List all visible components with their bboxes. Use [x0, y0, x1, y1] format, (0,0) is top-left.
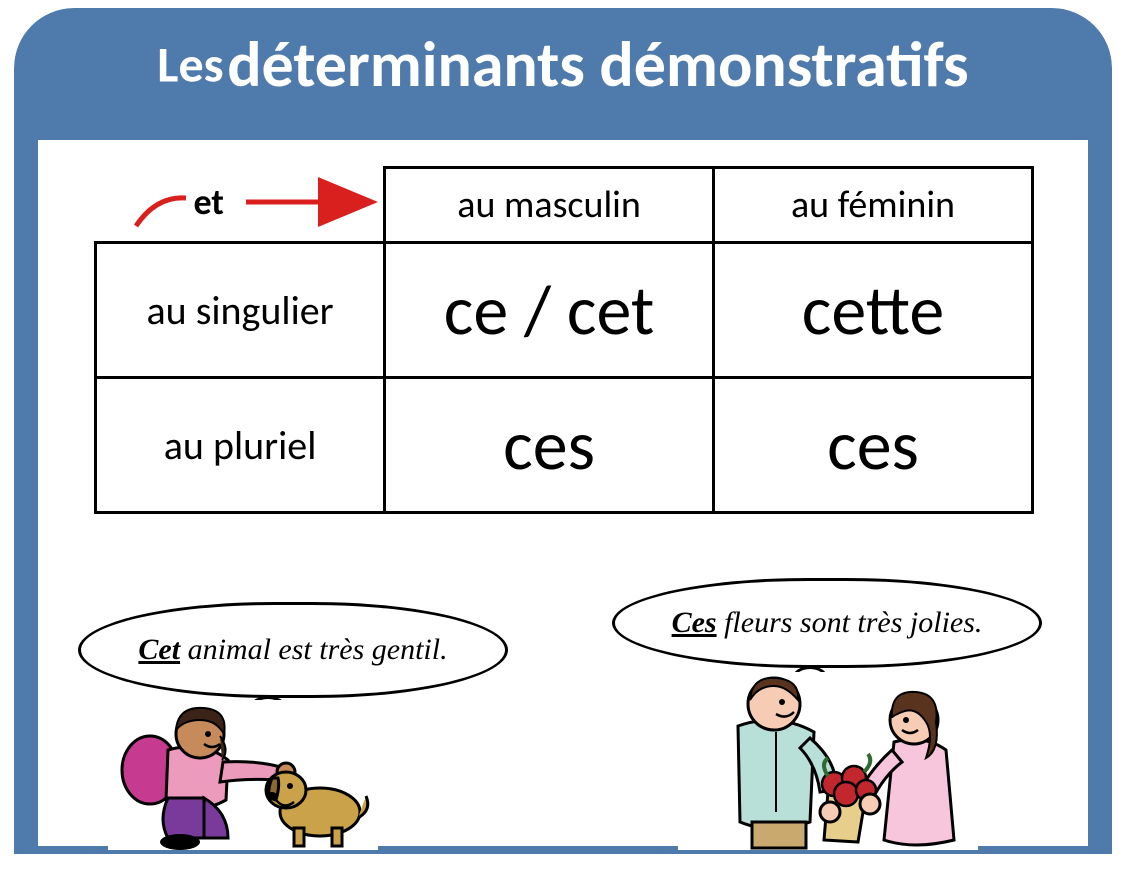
- bubble-right-underlined: Ces: [672, 606, 717, 639]
- row-header-singulier: au singulier: [96, 243, 385, 378]
- couple-flowers-icon: [678, 672, 978, 850]
- girl-dog-icon: [108, 700, 378, 850]
- card-title: Les déterminants démonstratifs: [14, 26, 1112, 104]
- bubble-left-rest: animal est très gentil.: [180, 633, 447, 666]
- cell-sing-fem: cette: [714, 243, 1033, 378]
- bubble-right-rest: fleurs sont très jolies.: [717, 606, 983, 639]
- card-body: et au masculin au féminin au sin: [36, 138, 1090, 848]
- clipart-girl-dog: [108, 700, 378, 850]
- table-corner-cell: et: [96, 168, 385, 243]
- col-header-masculin: au masculin: [385, 168, 714, 243]
- bubble-left-underlined: Cet: [138, 633, 180, 666]
- cell-sing-masc: ce / cet: [385, 243, 714, 378]
- title-main: déterminants démonstratifs: [227, 26, 969, 104]
- table-row: au pluriel ces ces: [96, 378, 1033, 513]
- cell-plur-fem: ces: [714, 378, 1033, 513]
- row-header-pluriel: au pluriel: [96, 378, 385, 513]
- demonstratives-table: et au masculin au féminin au sin: [94, 166, 1034, 514]
- speech-bubble-right: Ces fleurs sont très jolies.: [612, 578, 1042, 668]
- table-header-row: et au masculin au féminin: [96, 168, 1033, 243]
- cell-plur-masc: ces: [385, 378, 714, 513]
- clipart-couple-flowers: [678, 672, 978, 850]
- title-prefix: Les: [157, 35, 223, 96]
- lesson-card: Les déterminants démonstratifs et: [14, 8, 1112, 854]
- col-header-feminin: au féminin: [714, 168, 1033, 243]
- speech-bubble-left: Cet animal est très gentil.: [78, 602, 508, 698]
- arrow-icon: [96, 168, 386, 238]
- table-row: au singulier ce / cet cette: [96, 243, 1033, 378]
